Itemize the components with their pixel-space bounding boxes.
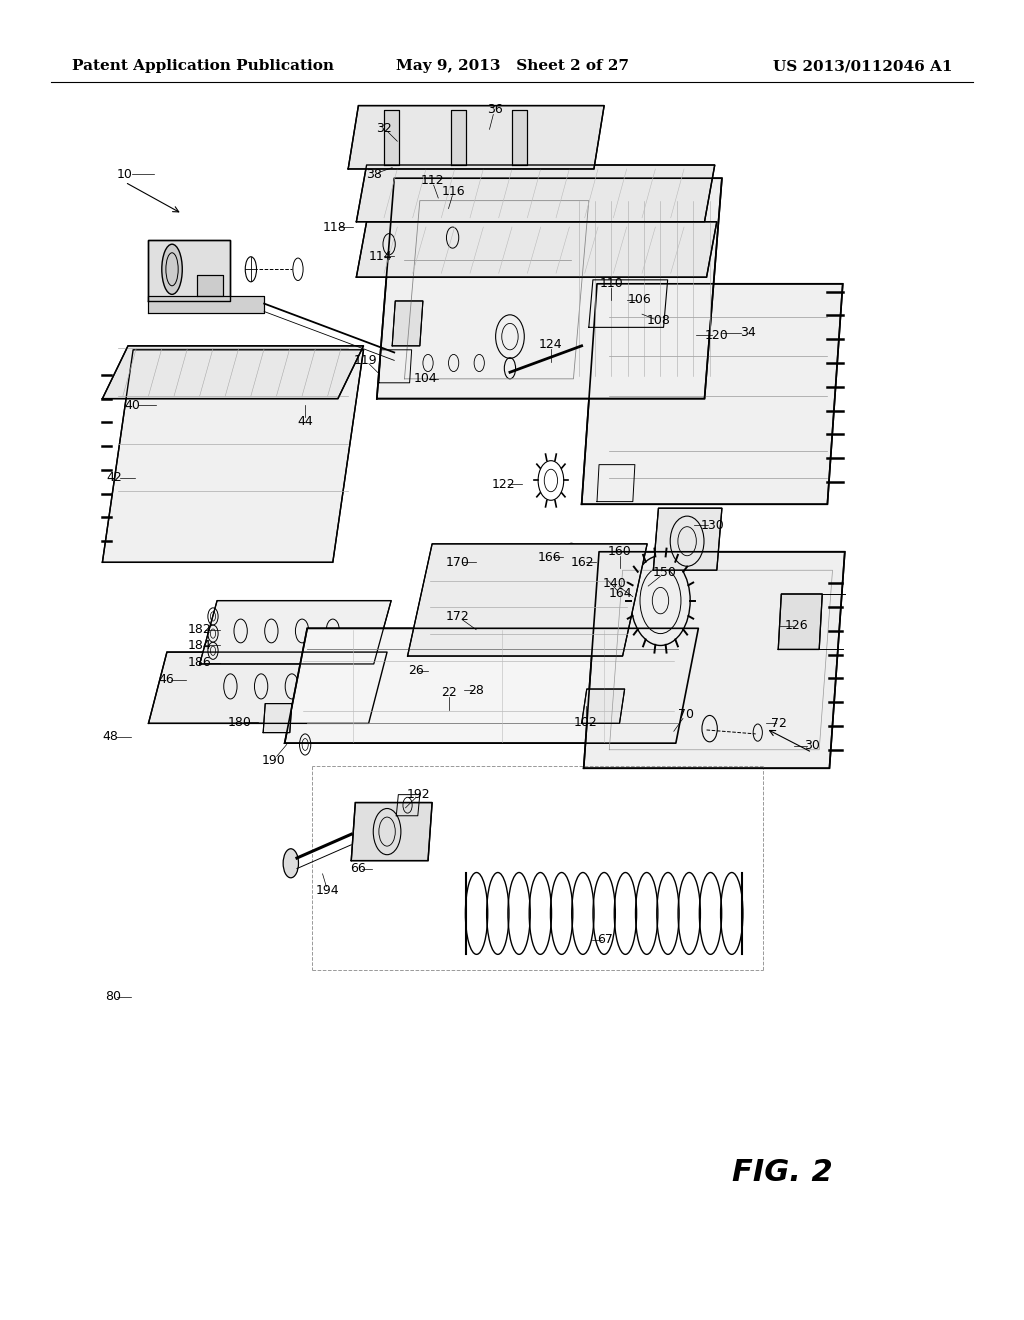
Text: Patent Application Publication: Patent Application Publication [72, 59, 334, 74]
Text: 67: 67 [597, 933, 613, 946]
Polygon shape [512, 110, 527, 165]
Text: 22: 22 [440, 686, 457, 700]
Ellipse shape [162, 244, 182, 294]
Text: 34: 34 [739, 326, 756, 339]
Text: 160: 160 [607, 545, 632, 558]
Text: 118: 118 [323, 220, 347, 234]
Text: 110: 110 [599, 277, 624, 290]
Text: 182: 182 [187, 623, 212, 636]
Text: 184: 184 [187, 639, 212, 652]
Polygon shape [356, 165, 715, 222]
Text: 172: 172 [445, 610, 470, 623]
Polygon shape [102, 346, 364, 399]
Text: 48: 48 [102, 730, 119, 743]
Text: 130: 130 [700, 519, 725, 532]
Text: 150: 150 [652, 566, 677, 579]
Polygon shape [384, 110, 399, 165]
Text: 180: 180 [227, 715, 252, 729]
Text: 26: 26 [408, 664, 424, 677]
Text: 164: 164 [608, 587, 633, 601]
Text: 112: 112 [420, 174, 444, 187]
Polygon shape [582, 284, 843, 504]
Text: 194: 194 [315, 884, 340, 898]
Polygon shape [197, 275, 223, 296]
Polygon shape [584, 552, 845, 768]
Text: 104: 104 [414, 372, 438, 385]
Text: 166: 166 [538, 550, 562, 564]
Text: US 2013/0112046 A1: US 2013/0112046 A1 [773, 59, 952, 74]
Polygon shape [351, 803, 432, 861]
Text: 38: 38 [366, 168, 382, 181]
Text: 162: 162 [570, 556, 595, 569]
Polygon shape [377, 178, 722, 399]
Text: 106: 106 [628, 293, 652, 306]
Text: 70: 70 [678, 708, 694, 721]
Text: 116: 116 [441, 185, 466, 198]
Text: May 9, 2013   Sheet 2 of 27: May 9, 2013 Sheet 2 of 27 [395, 59, 629, 74]
Text: 126: 126 [784, 619, 809, 632]
Text: 102: 102 [573, 715, 598, 729]
Polygon shape [392, 301, 423, 346]
Text: 32: 32 [376, 121, 392, 135]
Polygon shape [356, 222, 717, 277]
Text: 122: 122 [492, 478, 516, 491]
Polygon shape [148, 240, 230, 301]
Polygon shape [582, 689, 625, 723]
Polygon shape [408, 544, 647, 656]
Text: 10: 10 [117, 168, 133, 181]
Polygon shape [200, 601, 391, 664]
Text: 28: 28 [468, 684, 484, 697]
Text: 80: 80 [104, 990, 121, 1003]
Polygon shape [653, 508, 722, 570]
Text: 36: 36 [486, 103, 503, 116]
Text: 119: 119 [353, 354, 378, 367]
Text: 124: 124 [539, 338, 563, 351]
Text: 140: 140 [602, 577, 627, 590]
Polygon shape [148, 296, 264, 313]
Text: 114: 114 [369, 249, 393, 263]
Ellipse shape [283, 849, 299, 878]
Polygon shape [102, 350, 364, 562]
Polygon shape [148, 652, 387, 723]
Text: 72: 72 [771, 717, 787, 730]
Text: 192: 192 [407, 788, 431, 801]
Polygon shape [778, 594, 822, 649]
Polygon shape [348, 106, 604, 169]
Text: FIG. 2: FIG. 2 [732, 1158, 833, 1187]
Text: 120: 120 [705, 329, 729, 342]
Text: 40: 40 [124, 399, 140, 412]
Polygon shape [285, 628, 698, 743]
Text: 108: 108 [646, 314, 671, 327]
Polygon shape [263, 704, 292, 733]
Polygon shape [451, 110, 466, 165]
Text: 190: 190 [261, 754, 286, 767]
Text: 170: 170 [445, 556, 470, 569]
Text: 30: 30 [804, 739, 820, 752]
Text: 186: 186 [187, 656, 212, 669]
Text: 66: 66 [350, 862, 367, 875]
Text: 46: 46 [158, 673, 174, 686]
Text: 42: 42 [106, 471, 123, 484]
Text: 44: 44 [297, 414, 313, 428]
